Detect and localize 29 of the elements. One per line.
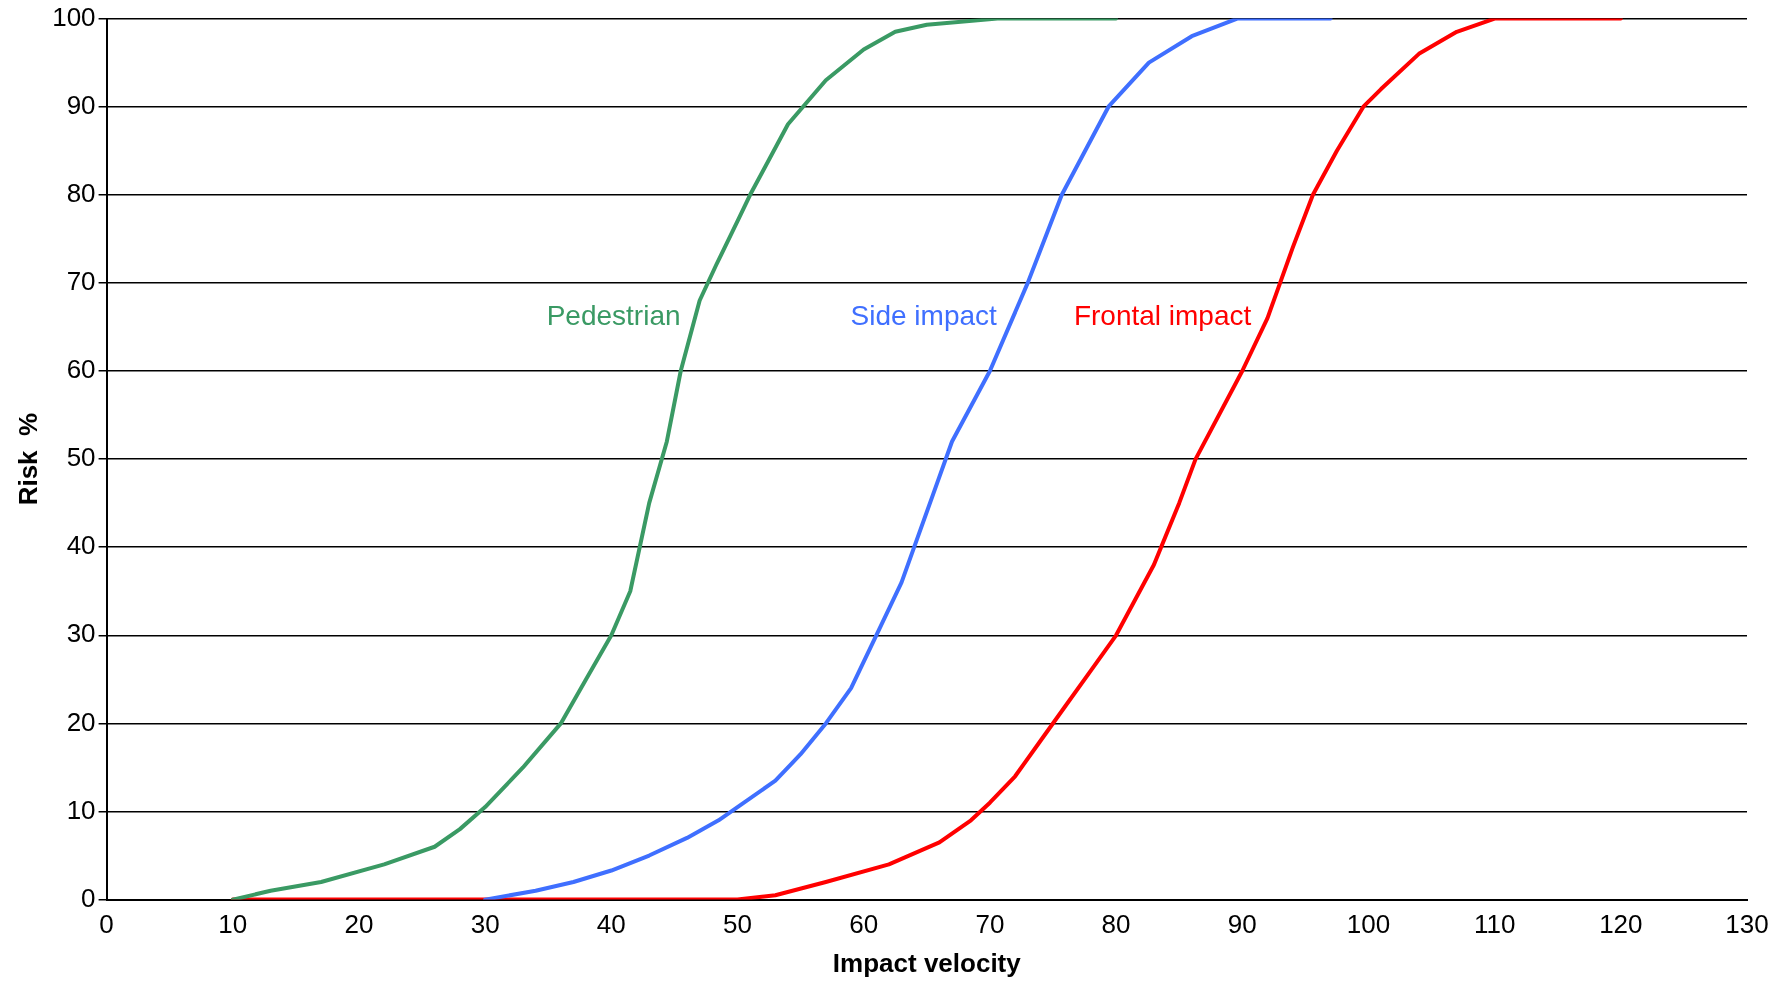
x-tick-label: 120 [1599, 909, 1643, 940]
x-tick-label: 80 [1101, 909, 1131, 940]
x-axis-title: Impact velocity [832, 947, 1022, 978]
x-tick-label: 40 [596, 909, 626, 940]
y-tick-label: 50 [66, 442, 96, 473]
y-tick-label: 90 [66, 89, 96, 120]
x-tick-label: 10 [218, 909, 248, 940]
x-tick-label: 130 [1725, 909, 1769, 940]
y-tick-label: 0 [81, 882, 96, 913]
y-tick-label: 30 [66, 618, 96, 649]
y-tick-label: 100 [52, 1, 96, 32]
x-tick-label: 90 [1227, 909, 1257, 940]
x-tick-label: 30 [470, 909, 500, 940]
y-axis-title: Risk % [12, 412, 43, 506]
series-label: Frontal impact [1073, 299, 1252, 331]
x-tick-label: 110 [1473, 909, 1516, 940]
x-tick-label: 70 [975, 909, 1005, 940]
y-tick-label: 70 [66, 266, 96, 297]
x-tick-label: 50 [723, 909, 752, 940]
series-label: Pedestrian [546, 299, 681, 331]
y-tick-label: 20 [66, 706, 96, 737]
series-label: Side impact [850, 299, 998, 331]
x-tick-label: 60 [849, 909, 879, 940]
x-tick-label: 20 [344, 909, 374, 940]
y-tick-label: 40 [66, 530, 96, 561]
x-tick-label: 100 [1346, 909, 1391, 940]
y-tick-label: 80 [66, 177, 96, 208]
y-tick-label: 60 [66, 354, 96, 385]
y-tick-label: 10 [66, 794, 96, 825]
